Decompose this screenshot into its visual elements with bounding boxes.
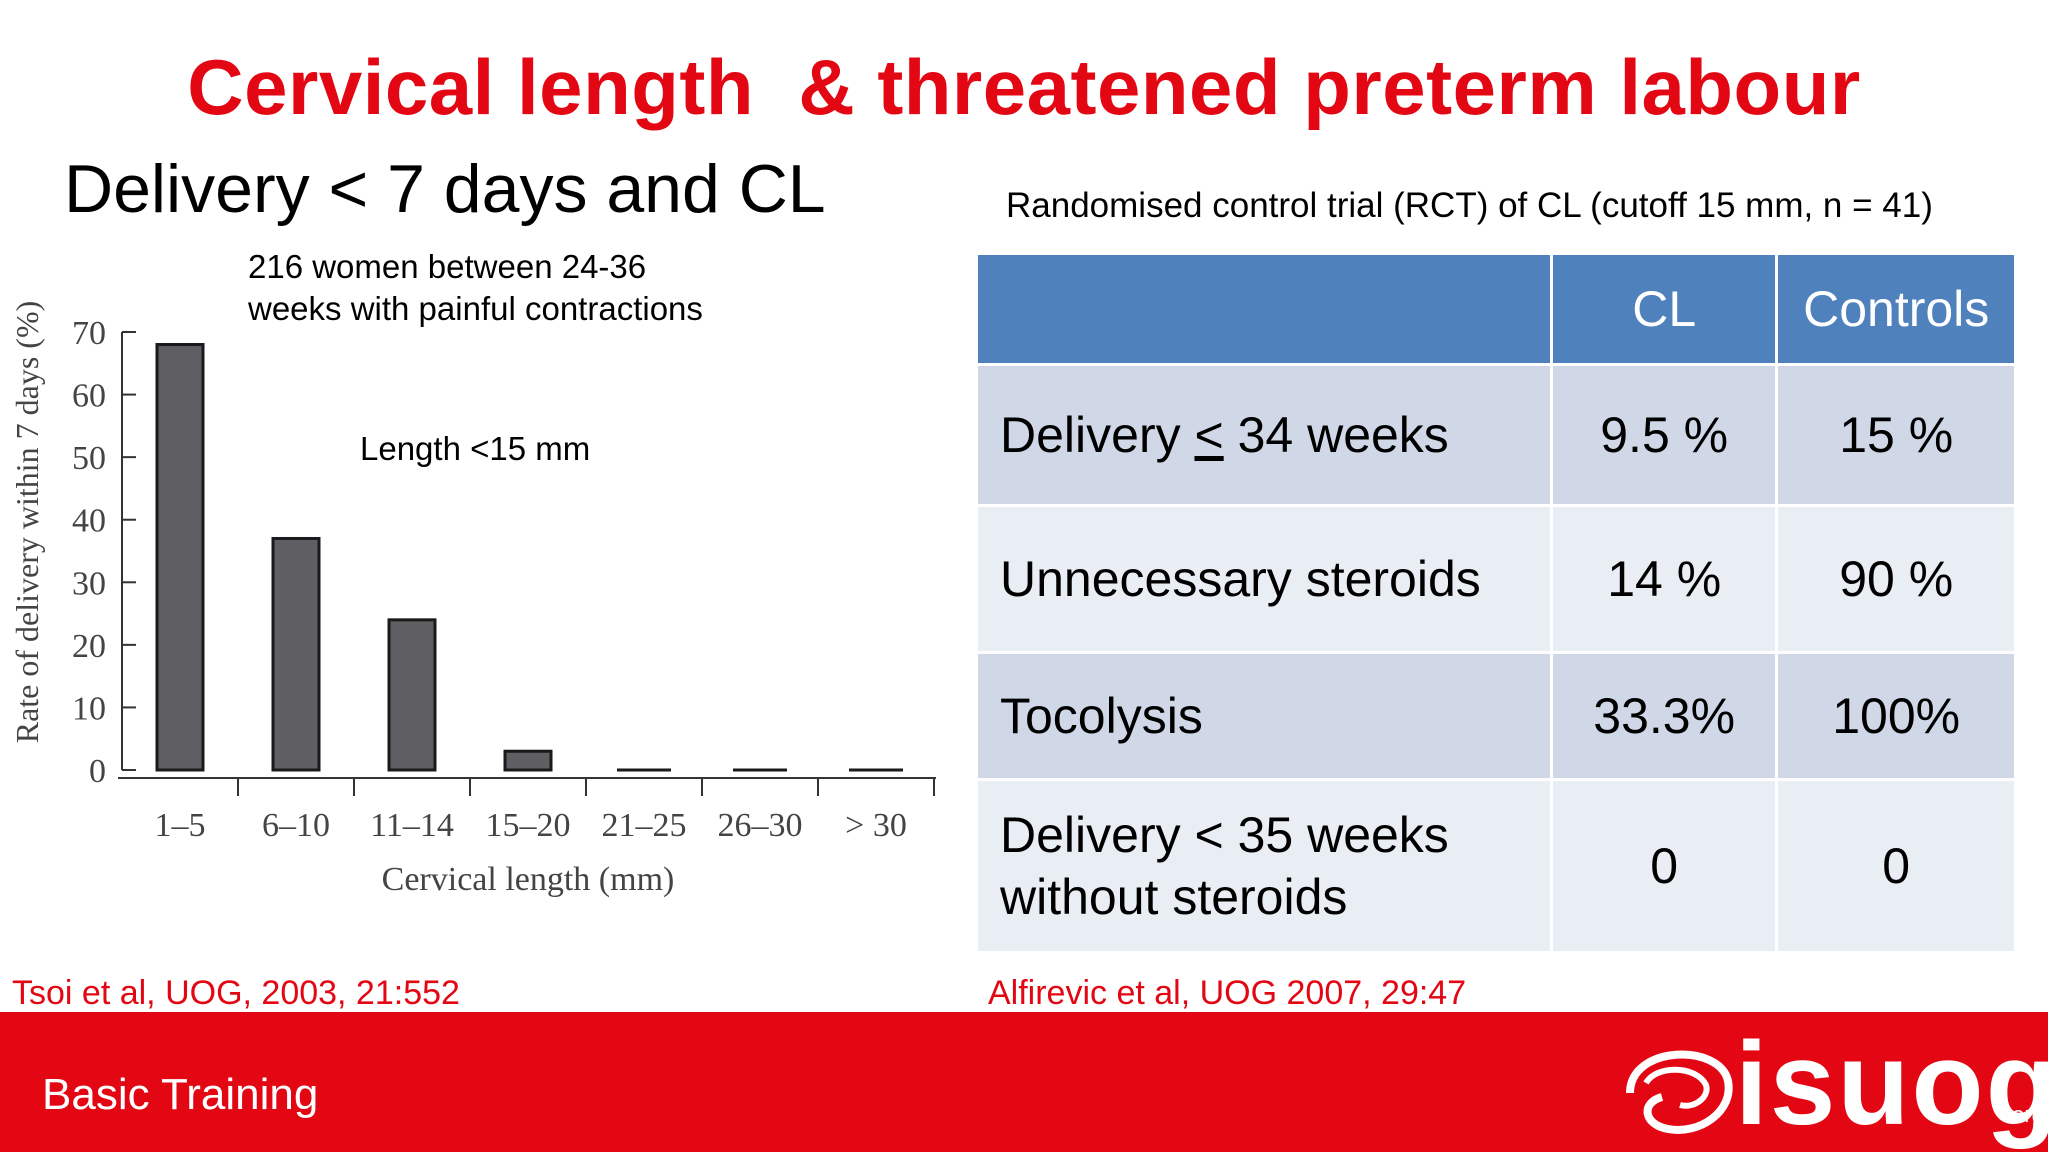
citation-left: Tsoi et al, UOG, 2003, 21:552 [12,974,460,1012]
x-axis-label: Cervical length (mm) [382,861,675,898]
y-tick-label: 60 [72,378,106,415]
table-row: Tocolysis 33.3% 100% [975,651,2017,781]
table-header-empty [975,252,1553,366]
y-tick-label: 20 [72,628,106,665]
row-cl-value: 14 % [1549,504,1779,654]
row-label: Delivery < 35 weeks without steroids [975,778,1553,954]
bar [271,536,321,772]
row-cl-value: 0 [1549,778,1779,954]
chart-note-line2: weeks with painful contractions [248,290,703,327]
rct-table: CL Controls Delivery < 34 weeks 9.5 % 15… [975,252,2017,954]
bar [155,343,205,772]
row-label: Delivery < 34 weeks [975,363,1553,507]
x-tick-label: 6–10 [262,807,330,844]
chart-annotation: Length <15 mm [360,430,591,467]
isuog-logo-icon [1626,1050,1733,1134]
row-controls-value: 0 [1775,778,2017,954]
row-label: Tocolysis [975,651,1553,781]
row-controls-value: 90 % [1775,504,2017,654]
row-controls-value: 100% [1775,651,2017,781]
x-tick-label: > 30 [845,807,907,844]
table-header-row: CL Controls [975,252,2017,366]
x-tick-label: 1–5 [155,807,206,844]
footer-text: Basic Training [42,1070,319,1119]
chart-note: 216 women between 24-36 weeks with painf… [248,246,703,330]
citation-right: Alfirevic et al, UOG 2007, 29:47 [988,974,1467,1012]
row-label: Unnecessary steroids [975,504,1553,654]
x-tick-label: 26–30 [718,807,803,844]
y-tick-label: 0 [89,753,106,790]
y-tick-label: 30 [72,565,106,602]
x-tick-label: 15–20 [486,807,571,844]
row-cl-value: 9.5 % [1549,363,1779,507]
row-controls-value: 15 % [1775,363,2017,507]
table-row: Delivery < 35 weeks without steroids 0 0 [975,778,2017,954]
rct-caption: Randomised control trial (RCT) of CL (cu… [1006,186,1933,225]
y-tick-label: 50 [72,440,106,477]
table-row: Unnecessary steroids 14 % 90 % [975,504,2017,654]
y-tick-label: 40 [72,503,106,540]
bar-chart: 0 10 20 30 40 50 60 70 1–5 6–10 11–14 15–20 21–25 26–… [9,301,936,898]
bar [387,618,437,772]
bar [503,749,553,772]
y-tick-label: 70 [72,315,106,352]
y-tick-label: 10 [72,690,106,727]
y-axis-label: Rate of delivery within 7 days (%) [9,301,45,744]
slide-subtitle: Delivery < 7 days and CL [64,151,826,227]
slide-title: Cervical length & threatened preterm lab… [187,43,1861,131]
table-header-cl: CL [1549,252,1779,366]
table-header-controls: Controls [1775,252,2017,366]
logo-suffix: .org [2006,1102,2044,1127]
row-cl-value: 33.3% [1549,651,1779,781]
chart-note-line1: 216 women between 24-36 [248,248,647,285]
x-tick-label: 21–25 [602,807,687,844]
x-tick-label: 11–14 [370,807,454,844]
logo-text: isuog [1735,1018,2048,1150]
table-row: Delivery < 34 weeks 9.5 % 15 % [975,363,2017,507]
